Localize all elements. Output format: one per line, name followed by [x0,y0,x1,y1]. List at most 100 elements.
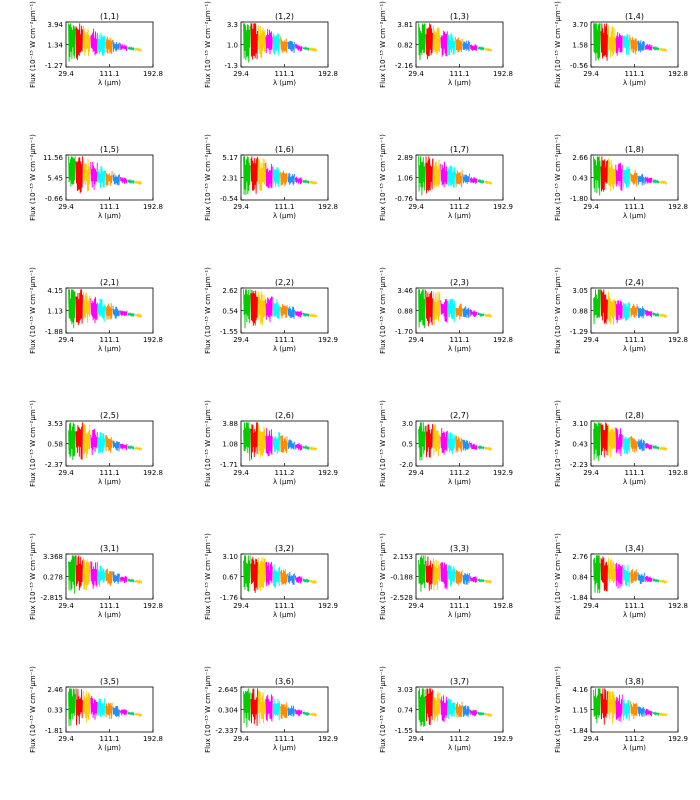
spectrum-segment [287,571,295,585]
spectrum-segment [600,23,608,61]
spectrum-segment [455,569,463,586]
spectrum-segment [294,575,303,584]
spectrum-segment [134,46,143,52]
spectrum-segment [432,557,441,591]
spectrum-segment [432,291,441,325]
y-axis-label: Flux (10⁻¹⁵ W cm⁻²µm⁻¹) [379,533,387,620]
x-axis-label: λ (µm) [448,79,471,87]
x-tick-label: 192.8 [493,336,513,344]
spectrum-chart: (1,1) -1.27 1.34 3.94 29.4 111.1 192.8 λ (µm) Fl… [29,1,163,88]
spectrum-segment [600,289,608,325]
spectrum-segment [75,555,83,591]
x-tick-label: 111.1 [449,602,469,610]
x-tick-label: 29.4 [233,203,249,211]
y-tick-label: 0.304 [218,707,239,715]
x-tick-label: 111.1 [449,336,469,344]
spectrum-segment [112,571,120,585]
spectrum-segment [630,303,638,319]
y-tick-label: 5.45 [47,175,63,183]
x-axis-label: λ (µm) [273,345,296,353]
x-tick-label: 29.4 [583,336,599,344]
spectrum-segment [250,688,258,726]
spectrum-segment [418,23,426,61]
x-axis-label: λ (µm) [98,345,121,353]
spectrum-segment [280,702,288,719]
spectrum-segment [615,562,623,589]
x-tick-label: 111.1 [99,203,119,211]
spectrum-segment [593,422,601,462]
spectrum-segment [477,711,485,717]
spectrum-segment [105,702,113,720]
y-axis-label: Flux (10⁻¹⁵ W cm⁻²µm⁻¹) [554,1,562,88]
x-tick-label: 111.1 [274,336,294,344]
spectrum-chart: (3,2) -1.76 0.67 3.10 29.4 111.1 192.9 λ (µm) Fl… [204,533,338,620]
spectrum-segment [432,423,441,457]
spectrum-chart: (3,7) -1.55 0.74 3.03 29.4 111.2 192.9 λ (µm) Fl… [379,666,513,753]
x-axis-label: λ (µm) [448,345,471,353]
x-tick-label: 29.4 [233,469,249,477]
spectrum-segment [600,156,608,192]
spectrum-segment [418,422,426,461]
x-tick-label: 111.1 [99,735,119,743]
spectrum-segment [302,178,310,185]
spectrum-panel: (2,8) -2.23 0.43 3.10 29.4 111.1 192.8 λ (µm) Fl… [525,399,700,532]
spectrum-chart: (1,4) -0.56 1.58 3.70 29.4 111.1 192.8 λ (µm) Fl… [554,1,688,88]
spectrum-segment [425,23,433,60]
spectrum-segment [637,439,645,452]
x-tick-label: 29.4 [233,70,249,78]
spectrum-segment [477,178,485,185]
spectrum-segment [287,306,295,319]
spectrum-segment [652,311,660,318]
spectrum-segment [637,572,645,585]
spectrum-segment [243,289,251,329]
spectrum-segment [440,695,448,723]
panel-title: (2,7) [450,411,469,420]
spectrum-segment [265,296,273,323]
spectrum-segment [309,312,318,319]
spectrum-segment [462,572,470,585]
spectrum-segment [257,557,266,591]
spectrum-segment [455,170,463,188]
panel-title: (3,1) [100,544,119,553]
spectrum-panel: (3,4) -1.84 0.84 2.76 29.4 111.1 192.8 λ (µm) Fl… [525,532,700,665]
x-tick-label: 111.1 [99,602,119,610]
spectrum-segment [455,435,463,453]
spectrum-chart: (1,6) -0.54 2.31 5.17 29.4 111.1 192.8 λ (µm) Fl… [204,134,338,221]
x-tick-label: 111.1 [449,70,469,78]
spectrum-segment [287,40,295,54]
spectrum-segment [425,556,433,591]
spectrum-segment [90,296,98,324]
y-tick-label: -1.55 [220,328,238,336]
spectrum-segment [659,313,668,319]
y-tick-label: 0.88 [572,308,588,316]
spectrum-segment [280,36,288,54]
spectrum-segment [90,561,98,589]
spectrum-segment [272,298,281,319]
spectrum-segment [607,291,616,325]
spectrum-segment [644,309,653,318]
y-tick-label: -2.815 [40,594,63,602]
y-tick-label: 0.33 [47,707,63,715]
spectrum-panel: (1,1) -1.27 1.34 3.94 29.4 111.1 192.8 λ (µm) Fl… [0,0,175,133]
y-tick-label: 0.82 [397,42,413,50]
y-tick-label: 2.46 [47,686,63,694]
spectrum-segment [607,690,616,724]
y-tick-label: -2.37 [45,461,63,469]
spectrum-chart: (2,7) -2.0 0.5 3.0 29.4 111.2 192.9 λ (µm) Flux … [379,400,513,487]
spectrum-segment [134,312,143,319]
y-tick-label: 1.0 [227,42,238,50]
y-tick-label: 3.03 [397,686,413,694]
y-tick-label: -2.0 [399,461,413,469]
x-axis-label: λ (µm) [273,478,296,486]
y-tick-label: -1.80 [570,195,588,203]
x-tick-label: 192.8 [143,203,163,211]
x-tick-label: 192.8 [318,70,338,78]
spectrum-segment [302,46,310,52]
y-tick-label: -0.188 [390,574,413,582]
spectrum-segment [637,306,645,319]
spectrum-segment [82,690,91,723]
spectrum-panel: (1,6) -0.54 2.31 5.17 29.4 111.1 192.8 λ (µm) Fl… [175,133,350,266]
x-tick-label: 111.1 [274,203,294,211]
x-tick-label: 111.2 [449,735,469,743]
spectrum-segment [250,289,258,326]
